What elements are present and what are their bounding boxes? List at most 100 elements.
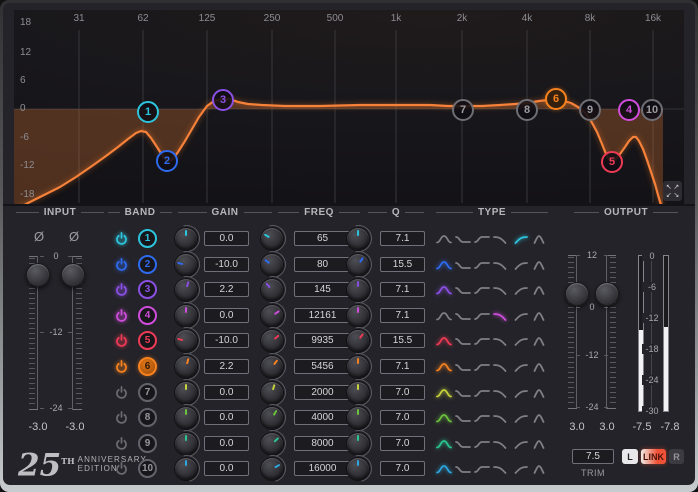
gain-knob[interactable] [167,424,206,463]
band-select-button[interactable]: 6 [138,357,157,376]
band-power-button[interactable] [115,258,128,271]
type-low-pass-icon[interactable] [493,439,509,450]
type-bell-icon[interactable] [436,336,452,347]
q-knob[interactable] [339,245,378,284]
type-low-shelf-icon[interactable] [474,362,490,373]
channel-left-button[interactable]: L [622,449,638,464]
band-power-button[interactable] [115,232,128,245]
gain-value[interactable]: 2.2 [204,359,249,374]
type-high-shelf-icon[interactable] [455,336,471,347]
freq-value[interactable]: 2000 [294,385,351,400]
resize-expand-icon[interactable]: ↖ ↗ ↙ ↘ [663,181,682,201]
type-low-shelf-icon[interactable] [474,413,490,424]
type-high-pass-icon[interactable] [512,285,528,296]
type-low-shelf-icon[interactable] [474,260,490,271]
q-knob[interactable] [339,398,378,437]
type-high-shelf-icon[interactable] [455,285,471,296]
band-select-button[interactable]: 8 [138,408,157,427]
band-select-button[interactable]: 3 [138,280,157,299]
q-knob[interactable] [339,296,378,335]
type-bell-icon[interactable] [436,260,452,271]
type-low-shelf-icon[interactable] [474,285,490,296]
type-notch-icon[interactable] [531,311,547,322]
gain-value[interactable]: 2.2 [204,282,249,297]
band-node[interactable]: 10 [641,99,663,121]
type-high-pass-icon[interactable] [512,464,528,475]
type-high-shelf-icon[interactable] [455,439,471,450]
band-power-button[interactable] [115,283,128,296]
type-high-pass-icon[interactable] [512,388,528,399]
type-high-pass-icon[interactable] [512,336,528,347]
type-high-pass-icon[interactable] [512,439,528,450]
type-bell-icon[interactable] [436,311,452,322]
type-notch-icon[interactable] [531,234,547,245]
type-high-shelf-icon[interactable] [455,413,471,424]
input-value-left[interactable]: -3.0 [28,421,48,433]
q-knob[interactable] [339,219,378,258]
type-low-shelf-icon[interactable] [474,388,490,399]
type-high-pass-icon[interactable] [512,234,528,245]
gain-knob[interactable] [167,321,206,360]
output-value-right[interactable]: 3.0 [599,421,615,433]
q-value[interactable]: 7.0 [380,410,425,425]
freq-knob[interactable] [253,296,292,335]
type-notch-icon[interactable] [531,260,547,271]
band-power-button[interactable] [115,411,128,424]
type-bell-icon[interactable] [436,285,452,296]
fader-knob[interactable] [61,263,85,288]
type-high-shelf-icon[interactable] [455,464,471,475]
type-bell-icon[interactable] [436,413,452,424]
band-select-button[interactable]: 10 [138,459,157,478]
freq-knob[interactable] [253,398,292,437]
band-node[interactable]: 4 [618,99,640,121]
gain-value[interactable]: 0.0 [204,385,249,400]
type-low-shelf-icon[interactable] [474,234,490,245]
input-value-right[interactable]: -3.0 [65,421,85,433]
type-low-pass-icon[interactable] [493,464,509,475]
gain-knob[interactable] [167,449,206,488]
gain-knob[interactable] [167,296,206,335]
gain-value[interactable]: 0.0 [204,461,249,476]
q-knob[interactable] [339,449,378,488]
band-select-button[interactable]: 2 [138,255,157,274]
output-value-left[interactable]: 3.0 [569,421,585,433]
band-node[interactable]: 7 [452,99,474,121]
q-value[interactable]: 15.5 [380,257,425,272]
type-notch-icon[interactable] [531,362,547,373]
q-knob[interactable] [339,373,378,412]
q-value[interactable]: 7.0 [380,436,425,451]
freq-knob[interactable] [253,449,292,488]
gain-value[interactable]: -10.0 [204,257,249,272]
freq-knob[interactable] [253,424,292,463]
freq-value[interactable]: 5456 [294,359,351,374]
q-value[interactable]: 7.0 [380,461,425,476]
freq-value[interactable]: 80 [294,257,351,272]
gain-value[interactable]: 0.0 [204,231,249,246]
band-select-button[interactable]: 5 [138,331,157,350]
type-high-pass-icon[interactable] [512,260,528,271]
freq-value[interactable]: 145 [294,282,351,297]
type-notch-icon[interactable] [531,464,547,475]
q-knob[interactable] [339,424,378,463]
q-value[interactable]: 7.0 [380,385,425,400]
band-node[interactable]: 5 [601,151,623,173]
freq-value[interactable]: 12161 [294,308,351,323]
type-low-pass-icon[interactable] [493,234,509,245]
freq-knob[interactable] [253,373,292,412]
gain-knob[interactable] [167,347,206,386]
channel-right-button[interactable]: R [669,449,684,464]
q-value[interactable]: 7.1 [380,308,425,323]
band-node[interactable]: 3 [212,89,234,111]
type-low-pass-icon[interactable] [493,362,509,373]
type-high-pass-icon[interactable] [512,413,528,424]
type-high-shelf-icon[interactable] [455,362,471,373]
q-value[interactable]: 7.1 [380,231,425,246]
freq-knob[interactable] [253,321,292,360]
q-knob[interactable] [339,270,378,309]
type-low-pass-icon[interactable] [493,285,509,296]
fader-knob[interactable] [26,263,50,288]
freq-value[interactable]: 4000 [294,410,351,425]
type-notch-icon[interactable] [531,439,547,450]
gain-knob[interactable] [167,245,206,284]
channel-link-button[interactable]: LINK [641,449,666,464]
